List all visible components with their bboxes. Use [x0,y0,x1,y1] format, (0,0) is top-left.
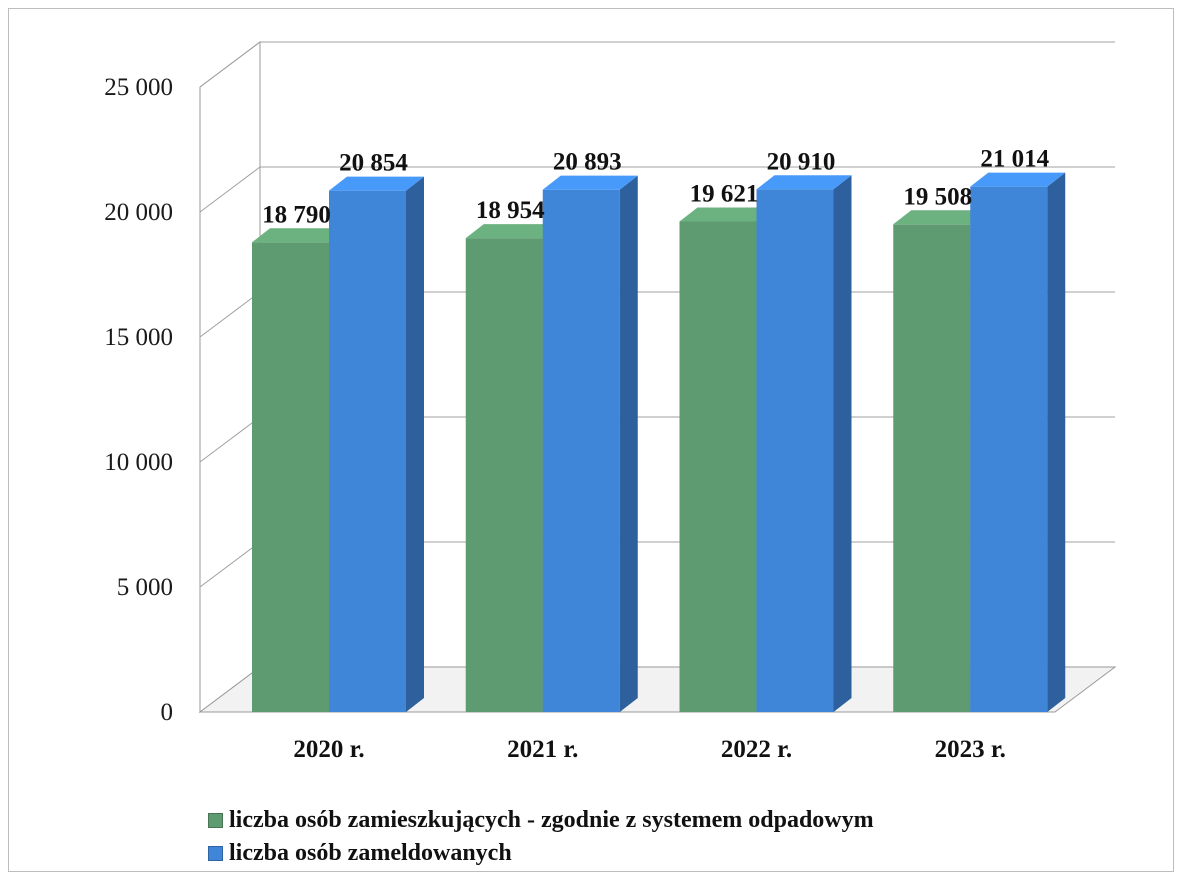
data-label: 19 621 [690,180,759,207]
bar-top [756,175,852,190]
x-category-label: 2023 r. [935,736,1006,763]
legend: liczba osób zamieszkujących - zgodnie z … [208,804,874,870]
gridline [199,41,1115,88]
legend-item-series-1: liczba osób zamieszkujących - zgodnie z … [208,804,874,837]
bar-side [1047,172,1066,712]
x-category-label: 2021 r. [507,736,578,763]
bar-blue [970,172,1066,712]
legend-swatch-blue [208,846,223,861]
bar-top [893,210,989,225]
legend-label: liczba osób zameldowanych [229,840,512,866]
bar-top [252,228,347,243]
legend-swatch-green [208,813,223,828]
data-label: 18 954 [476,197,545,224]
data-labels: 18 790 20 854 18 954 20 893 19 621 20 910 19 5… [262,146,1050,229]
bar-blue [329,176,424,712]
legend-label: liczba osób zamieszkujących - zgodnie z … [229,807,874,833]
data-label: 18 790 [262,201,331,228]
data-label: 21 014 [980,146,1049,173]
bar-top [970,172,1066,187]
y-tick-label: 15 000 [104,324,173,351]
y-tick-label: 10 000 [104,449,173,476]
y-tick-label: 25 000 [104,74,173,101]
bar-front [465,238,543,712]
bar-side [619,175,638,713]
data-label: 20 854 [339,150,408,177]
data-label: 19 508 [903,183,972,210]
left-wall [199,41,261,713]
bar-top [542,175,638,190]
bar-side [833,175,852,712]
x-category-label: 2022 r. [721,736,792,763]
bar-front [893,224,971,713]
bar-blue [542,175,638,713]
bar-front [252,242,329,712]
bar-front [679,221,757,712]
y-tick-label: 20 000 [104,199,173,226]
legend-item-series-2: liczba osób zameldowanych [208,837,874,870]
axis-tick-labels: 0 5 000 10 000 15 000 20 000 25 000 2020 r. 202… [104,74,1006,763]
y-tick-label: 5 000 [117,574,173,601]
bar-blue [756,175,852,712]
gridline [199,166,1115,213]
bar-front [542,189,620,713]
y-tick-label: 0 [161,699,174,726]
data-label: 20 893 [553,149,622,176]
bar-front [329,190,406,712]
bar-top [465,224,561,239]
data-label: 20 910 [767,148,836,175]
bar-side [406,176,424,712]
bar-front [756,189,834,712]
bar-front [970,186,1048,712]
bar-top [679,207,775,222]
chart-bars [252,172,1066,713]
bar-top [329,176,424,191]
x-category-label: 2020 r. [293,736,364,763]
